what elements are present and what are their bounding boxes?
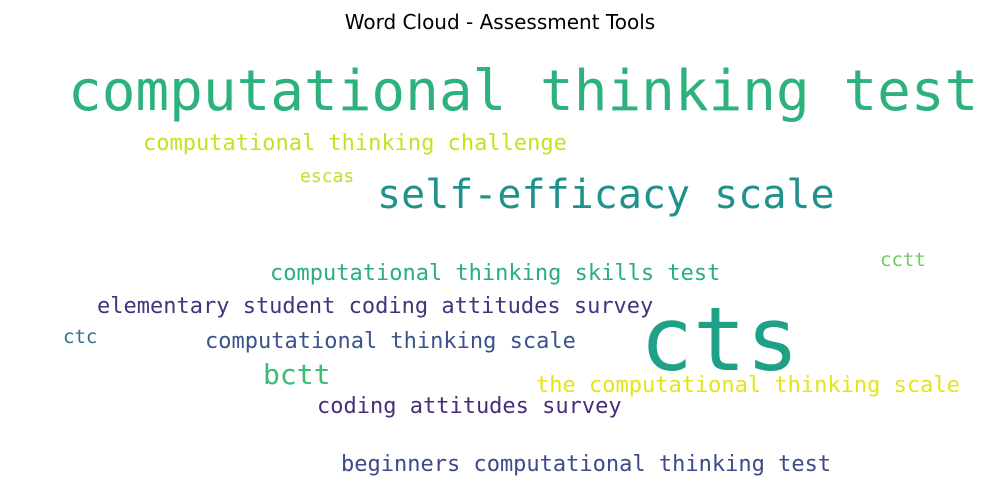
word-beginners-computational-thinking-test: beginners computational thinking test	[341, 452, 832, 477]
word-computational-thinking-scale: computational thinking scale	[205, 329, 576, 354]
word-escas: escas	[300, 166, 355, 187]
word-the-computational-thinking-scale: the computational thinking scale	[536, 373, 960, 398]
word-cctt: cctt	[880, 249, 926, 271]
word-elementary-student-coding-attitudes-survey: elementary student coding attitudes surv…	[97, 294, 654, 319]
word-self-efficacy-scale: self-efficacy scale	[377, 172, 835, 218]
word-coding-attitudes-survey: coding attitudes survey	[317, 394, 622, 419]
word-computational-thinking-challenge: computational thinking challenge	[143, 131, 567, 156]
word-cts: cts	[640, 288, 799, 391]
word-computational-thinking-skills-test: computational thinking skills test	[270, 261, 721, 286]
chart-title: Word Cloud - Assessment Tools	[344, 10, 656, 34]
word-computational-thinking-test: computational thinking test	[68, 59, 979, 124]
word-ctc: ctc	[63, 326, 98, 348]
word-bctt: bctt	[263, 358, 331, 391]
